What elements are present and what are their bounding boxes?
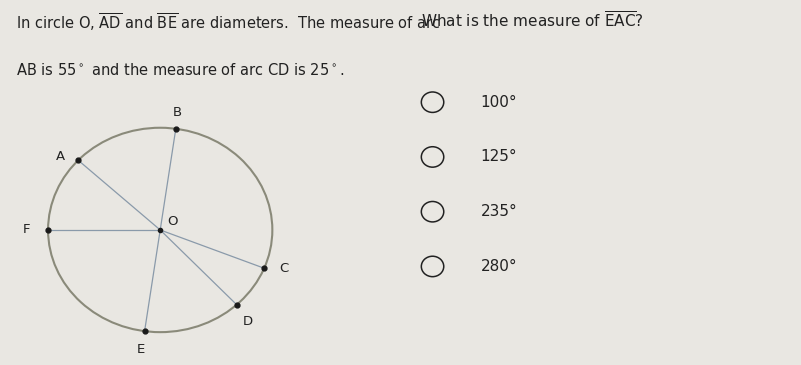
Text: What is the measure of $\overline{\mathrm{EAC}}$?: What is the measure of $\overline{\mathr… xyxy=(421,11,643,31)
Text: B: B xyxy=(173,106,182,119)
Text: E: E xyxy=(137,343,145,356)
Text: D: D xyxy=(243,315,252,328)
Text: 100°: 100° xyxy=(481,95,517,110)
Text: 125°: 125° xyxy=(481,149,517,165)
Text: F: F xyxy=(22,223,30,237)
Text: 280°: 280° xyxy=(481,259,517,274)
Text: AB is 55$^\circ$ and the measure of arc CD is 25$^\circ$.: AB is 55$^\circ$ and the measure of arc … xyxy=(16,62,344,78)
Text: O: O xyxy=(167,215,178,228)
Text: A: A xyxy=(55,150,65,164)
Text: 235°: 235° xyxy=(481,204,517,219)
Text: In circle O, $\overline{\mathrm{AD}}$ and $\overline{\mathrm{BE}}$ are diameters: In circle O, $\overline{\mathrm{AD}}$ an… xyxy=(16,11,441,32)
Text: C: C xyxy=(280,262,288,275)
